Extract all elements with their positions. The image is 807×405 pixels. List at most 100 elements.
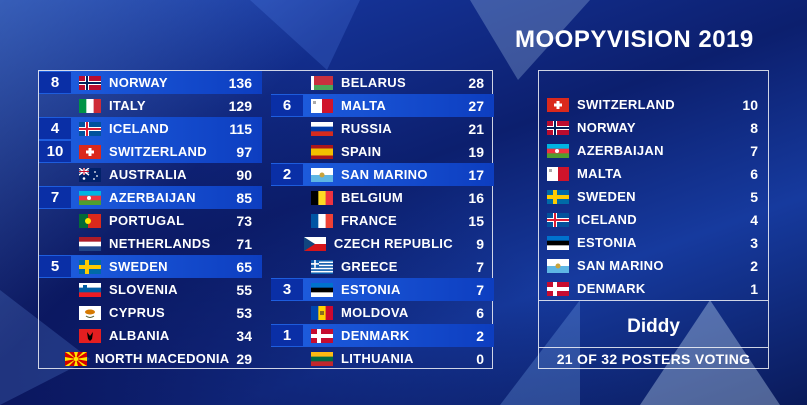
albania-flag-icon [79,328,101,343]
received-points: 6 [271,95,303,116]
total-score: 85 [236,189,252,206]
country-name: FRANCE [341,213,397,228]
country-name: SWITZERLAND [577,97,675,112]
country-name: SWITZERLAND [109,144,207,159]
jury-vote-row: ICELAND 4 [539,208,768,231]
awarded-points: 5 [750,188,758,205]
scoreboard-row: SLOVENIA 55 [39,278,262,301]
background-shard [250,0,360,70]
awarded-points: 7 [750,142,758,159]
moldova-flag-icon [311,305,334,320]
total-score: 19 [468,143,484,160]
jury-votes-list: SWITZERLAND 10 NORWAY 8 AZERBAIJAN 7 MALTA 6 SWE… [539,93,768,300]
macedonia-flag-icon [65,351,87,366]
received-points: 4 [39,118,71,139]
country-name: CZECH REPUBLIC [333,236,453,251]
received-points [39,302,71,323]
country-name: NORWAY [109,75,168,90]
russia-flag-icon [311,121,333,136]
awarded-points: 8 [750,119,758,136]
country-name: ESTONIA [577,235,637,250]
jury-vote-row: NORWAY 8 [539,116,768,139]
country-name: DENMARK [341,328,410,343]
denmark-flag-icon [311,328,333,343]
country-name: AUSTRALIA [109,167,187,182]
iceland-flag-icon [547,212,569,227]
total-score: 65 [236,258,252,275]
awarded-points: 3 [750,234,758,251]
scoreboard-row: ALBANIA 34 [39,324,262,347]
portugal-flag-icon [79,213,101,228]
total-score: 7 [476,281,484,298]
iceland-flag-icon [79,121,101,136]
country-name: SAN MARINO [577,258,664,273]
total-score: 27 [468,97,484,114]
scoreboard-row: RUSSIA 21 [271,117,494,140]
jury-vote-row: DENMARK 1 [539,277,768,300]
jury-vote-row: ESTONIA 3 [539,231,768,254]
received-points [39,164,71,185]
czech-flag-icon [303,236,326,251]
scoreboard-row: 10 SWITZERLAND 97 [39,140,262,163]
country-name: MOLDOVA [341,305,409,320]
scoreboard-row: BELARUS 28 [271,71,494,94]
scoreboard-row: ITALY 129 [39,94,262,117]
country-name: MALTA [341,98,387,113]
sweden-flag-icon [79,259,101,274]
country-name: MALTA [577,166,623,181]
scoreboard-row: CZECH REPUBLIC 9 [271,232,494,255]
sanmarino-flag-icon [547,258,569,273]
malta-flag-icon [547,166,570,181]
total-score: 21 [468,120,484,137]
malta-flag-icon [311,98,334,113]
country-name: ALBANIA [109,328,170,343]
jury-vote-row: MALTA 6 [539,162,768,185]
country-name: SWEDEN [109,259,168,274]
scoreboard-row: SPAIN 19 [271,140,494,163]
total-score: 34 [236,327,252,344]
scoreboard-left-column: 8 NORWAY 136 ITALY 129 4 ICELAND 115 10 SWITZERLA… [39,71,262,370]
slovenia-flag-icon [79,282,101,297]
total-score: 71 [236,235,252,252]
received-points: 5 [39,256,71,277]
total-score: 28 [468,74,484,91]
received-points [39,95,71,116]
scoreboard-row: 5 SWEDEN 65 [39,255,262,278]
received-points [39,279,71,300]
received-points: 7 [39,187,71,208]
switzerland-flag-icon [79,144,101,159]
country-name: ITALY [109,98,146,113]
country-name: AZERBAIJAN [577,143,664,158]
jury-vote-row: SWEDEN 5 [539,185,768,208]
country-name: LITHUANIA [341,351,414,366]
total-score: 53 [236,304,252,321]
awarded-points: 4 [750,211,758,228]
country-name: AZERBAIJAN [109,190,196,205]
country-name: SWEDEN [577,189,636,204]
awarded-points: 10 [742,96,758,113]
norway-flag-icon [79,75,101,90]
received-points: 3 [271,279,303,300]
total-score: 7 [476,258,484,275]
voting-progress: 21 OF 32 POSTERS VOTING [556,351,751,367]
received-points [271,141,303,162]
received-points: 1 [271,325,303,346]
received-points [271,72,303,93]
received-points [271,233,296,254]
country-name: GREECE [341,259,398,274]
belarus-flag-icon [311,75,333,90]
scoreboard-row: 1 DENMARK 2 [271,324,494,347]
total-score: 129 [228,97,252,114]
total-score: 0 [476,350,484,367]
received-points [39,210,71,231]
received-points: 10 [39,141,71,162]
country-name: PORTUGAL [109,213,185,228]
australia-flag-icon [78,166,101,182]
awarded-points: 2 [750,257,758,274]
belgium-flag-icon [311,190,334,205]
received-points [271,256,303,277]
received-points: 2 [271,164,303,185]
country-name: SLOVENIA [109,282,178,297]
jury-vote-row: AZERBAIJAN 7 [539,139,768,162]
total-score: 2 [476,327,484,344]
